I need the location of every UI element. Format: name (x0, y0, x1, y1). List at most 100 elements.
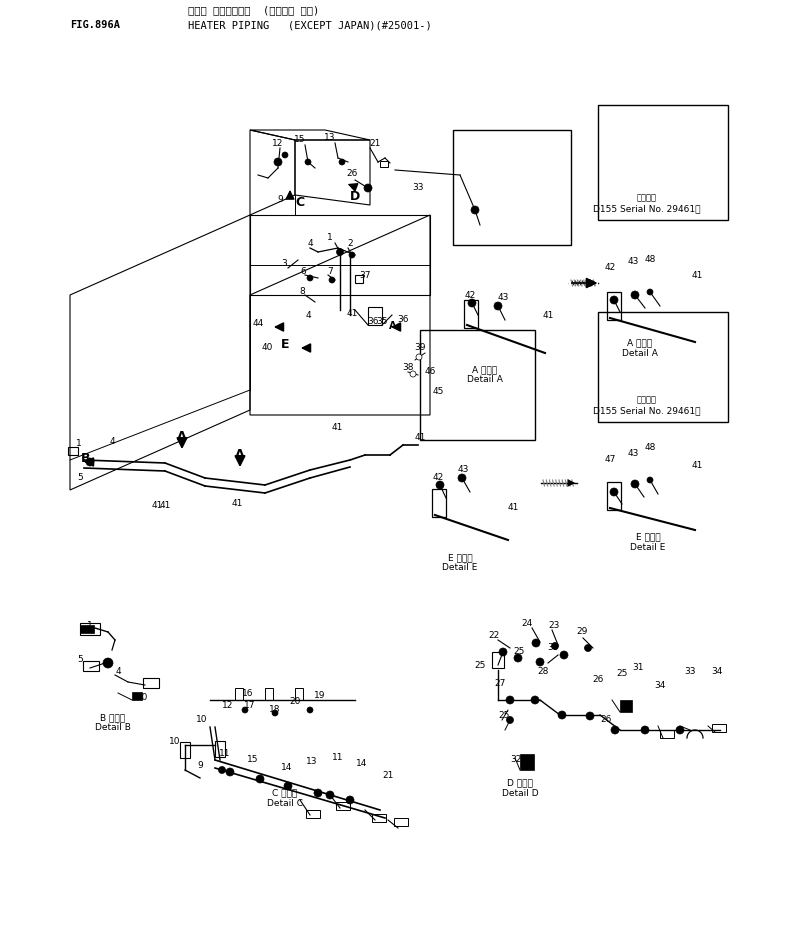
Text: FIG.896A: FIG.896A (70, 20, 120, 30)
Text: 43: 43 (627, 257, 639, 267)
Circle shape (611, 726, 619, 734)
Circle shape (558, 711, 566, 719)
Circle shape (647, 477, 653, 483)
Text: E: E (281, 338, 289, 350)
Text: 1: 1 (327, 233, 333, 242)
Circle shape (305, 159, 311, 165)
Circle shape (468, 299, 476, 307)
Bar (380, 161, 388, 167)
Bar (180, 742, 190, 758)
Text: 27: 27 (495, 680, 506, 689)
Text: 41: 41 (692, 271, 703, 280)
Circle shape (676, 726, 684, 734)
Text: E 詳細図: E 詳細図 (447, 553, 473, 563)
Circle shape (282, 152, 288, 158)
Bar (265, 688, 273, 700)
Text: 10: 10 (196, 715, 208, 724)
Circle shape (552, 642, 558, 650)
Text: 40: 40 (137, 694, 148, 703)
Text: 12: 12 (222, 701, 234, 710)
Text: 8: 8 (299, 287, 305, 297)
Text: 15: 15 (247, 755, 259, 765)
Bar (598, 312, 728, 422)
Text: 11: 11 (332, 753, 344, 763)
Circle shape (514, 654, 522, 662)
Circle shape (586, 712, 594, 720)
Circle shape (560, 651, 568, 659)
Circle shape (274, 158, 282, 166)
Circle shape (326, 791, 334, 799)
Circle shape (364, 184, 372, 192)
Text: 4: 4 (109, 436, 115, 446)
Text: 14: 14 (281, 764, 293, 772)
Text: 4: 4 (305, 312, 311, 320)
Circle shape (647, 289, 653, 295)
Circle shape (610, 296, 618, 304)
Bar (520, 754, 534, 770)
Text: 5: 5 (77, 654, 83, 664)
Text: 12: 12 (272, 139, 283, 148)
Text: 44: 44 (252, 318, 264, 328)
Circle shape (272, 710, 278, 716)
Text: 42: 42 (465, 290, 476, 300)
Text: 26: 26 (346, 169, 358, 179)
Text: 7: 7 (327, 267, 333, 275)
Bar (712, 724, 726, 732)
Circle shape (499, 648, 507, 656)
Text: 適用番号: 適用番号 (637, 194, 657, 202)
Text: 1: 1 (76, 440, 82, 448)
Text: A: A (177, 431, 187, 444)
Text: 適用番号: 適用番号 (637, 396, 657, 404)
Bar (143, 678, 159, 688)
Bar (83, 661, 99, 671)
Text: Detail E: Detail E (630, 543, 666, 551)
Circle shape (641, 726, 649, 734)
Text: 25: 25 (513, 648, 524, 656)
Text: 45: 45 (433, 388, 444, 397)
Bar (607, 292, 621, 320)
Text: Detail A: Detail A (622, 348, 658, 358)
Text: 41: 41 (159, 501, 170, 509)
Bar (368, 307, 382, 325)
Circle shape (585, 645, 592, 651)
Circle shape (307, 275, 313, 281)
Circle shape (346, 796, 354, 804)
Circle shape (436, 481, 444, 489)
Text: ヒータ パイピング・  (カイガイ ヨク): ヒータ パイピング・ (カイガイ ヨク) (188, 5, 319, 15)
Text: 19: 19 (314, 691, 326, 699)
Text: 28: 28 (537, 667, 549, 677)
Text: 30: 30 (547, 644, 559, 652)
Bar (607, 482, 621, 510)
Circle shape (531, 696, 539, 704)
Text: 25: 25 (474, 661, 486, 669)
Bar (453, 130, 571, 245)
Text: 25: 25 (498, 710, 509, 720)
Circle shape (329, 277, 335, 283)
Text: 41: 41 (692, 461, 703, 470)
Text: 48: 48 (644, 255, 655, 264)
Text: 26: 26 (593, 676, 604, 684)
Text: 13: 13 (324, 134, 336, 142)
Text: 24: 24 (521, 620, 533, 628)
Text: 1: 1 (87, 622, 93, 631)
Text: D155 Serial No. 29461～: D155 Serial No. 29461～ (593, 204, 701, 213)
Circle shape (86, 458, 94, 466)
Bar (432, 489, 446, 517)
Text: 2: 2 (347, 240, 352, 248)
Text: 18: 18 (269, 706, 281, 714)
Circle shape (631, 480, 639, 488)
Circle shape (506, 696, 514, 704)
Text: Detail A: Detail A (467, 375, 503, 385)
Circle shape (226, 768, 234, 776)
Text: 42: 42 (604, 264, 615, 272)
Text: 4: 4 (307, 240, 312, 248)
Text: 17: 17 (244, 701, 256, 710)
Circle shape (256, 775, 264, 783)
Circle shape (349, 252, 355, 258)
Text: 41: 41 (152, 501, 162, 509)
Text: 21: 21 (382, 771, 394, 781)
Text: 43: 43 (627, 448, 639, 458)
Bar (80, 625, 94, 633)
Text: 9: 9 (277, 196, 283, 204)
Text: B 詳細図: B 詳細図 (100, 713, 126, 723)
